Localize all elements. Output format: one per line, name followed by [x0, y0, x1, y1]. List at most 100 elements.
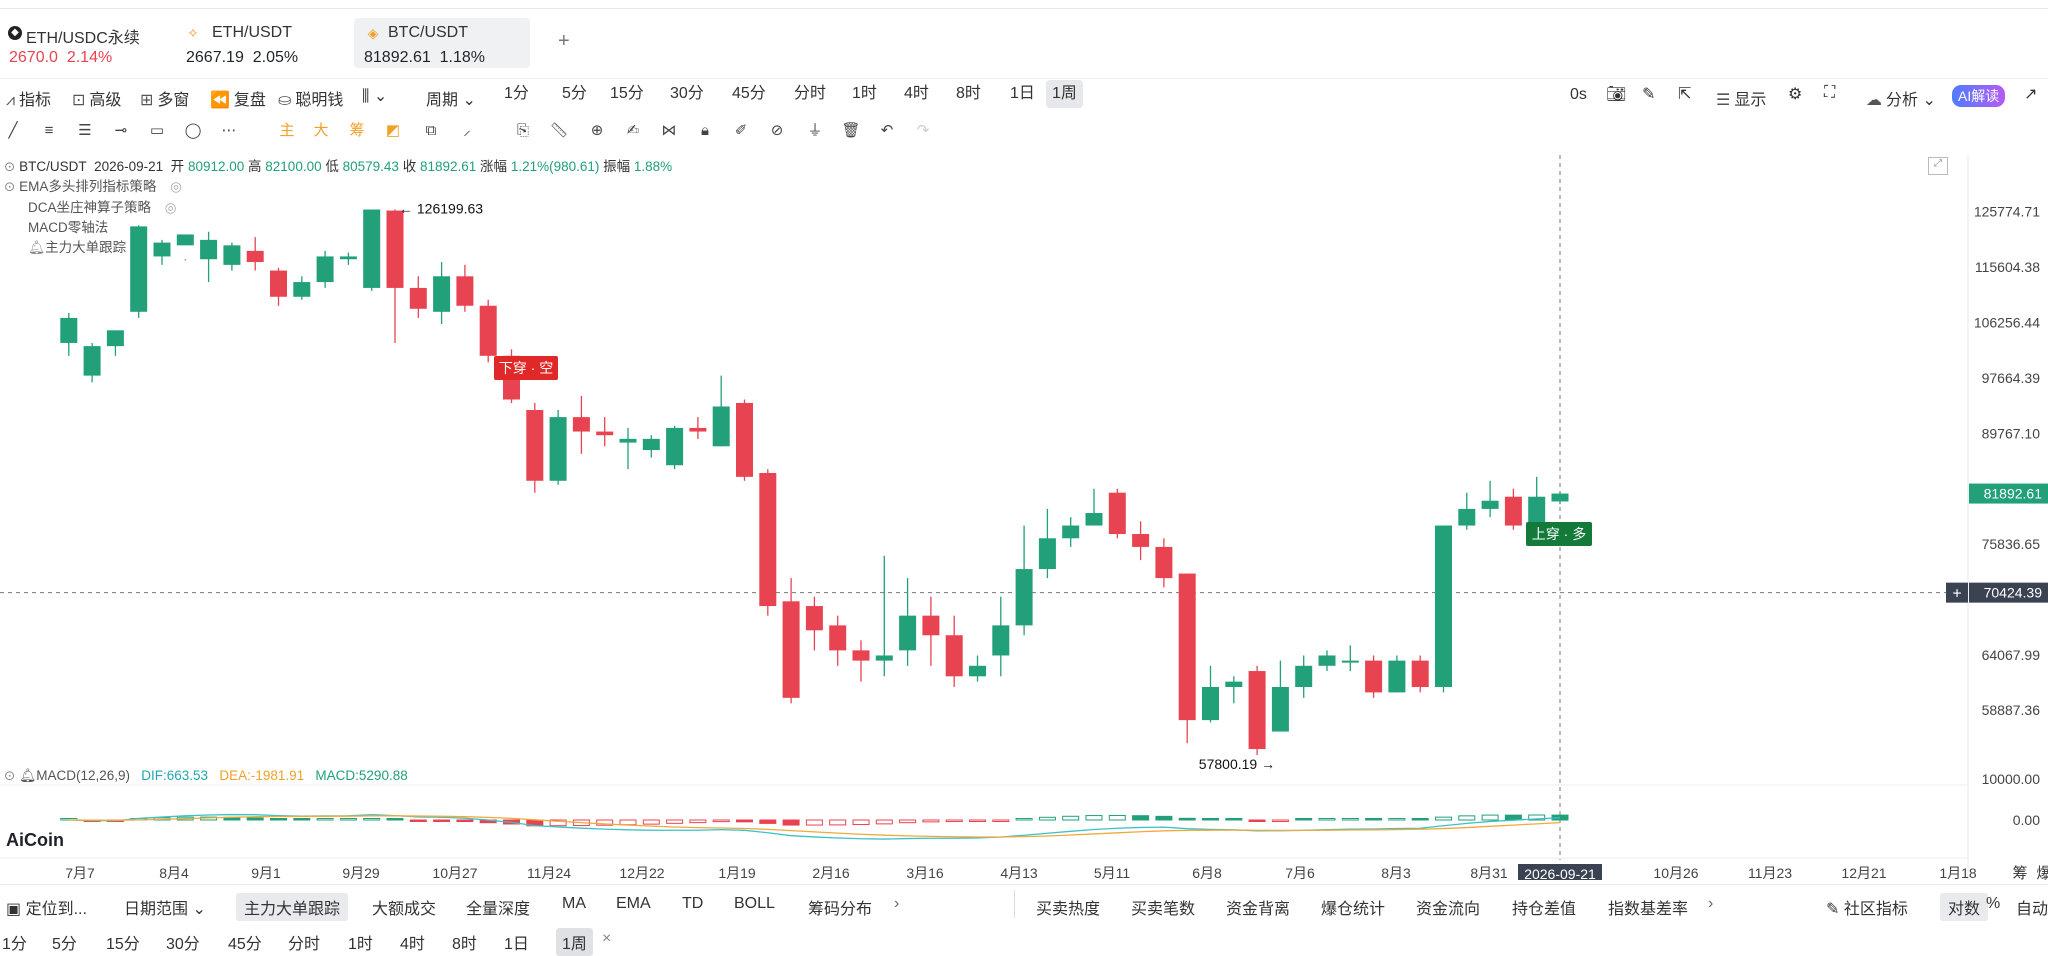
redo-icon[interactable]: ↷	[916, 122, 930, 139]
brush-icon[interactable]: ⸝	[463, 122, 471, 139]
bookmark-copy-icon[interactable]: ⎘	[516, 122, 529, 139]
data-tab-6[interactable]: 指数基差率	[1608, 901, 1689, 918]
multi-window-button[interactable]: ⊞ 多窗	[140, 92, 190, 109]
zoom-in-icon[interactable]: ⊕	[590, 122, 604, 139]
horizontal-lines-icon[interactable]: ☰	[78, 122, 92, 139]
gear-icon[interactable]: ⚙	[1788, 86, 1803, 103]
log-scale-toggle[interactable]: 对数	[1940, 893, 1989, 921]
close-icon[interactable]: ×	[602, 930, 612, 947]
indicator-tab-2[interactable]: 全量深度	[466, 901, 531, 918]
chevron-right-icon[interactable]: ›	[894, 895, 900, 912]
rectangle-icon[interactable]: ▭	[149, 122, 165, 139]
replay-button[interactable]: ⏪ 复盘	[210, 92, 266, 109]
bottom-period-2[interactable]: 15分	[106, 936, 140, 953]
copy-icon[interactable]: ⧉	[425, 122, 437, 139]
crosshair-plus-button[interactable]	[1946, 582, 1968, 603]
date-range-dropdown[interactable]: 日期范围 ⌄	[124, 901, 206, 918]
strategy-dca[interactable]: DCA坐庄神算子策略 ◎	[28, 200, 177, 215]
main-force-tool[interactable]: 主	[279, 122, 295, 139]
period-7[interactable]: 4时	[904, 85, 929, 102]
liquidation-toggle[interactable]: 爆	[2036, 865, 2048, 880]
box-select-icon[interactable]: ◩	[385, 122, 401, 139]
collapse-icon[interactable]: ⊙	[4, 179, 16, 194]
edit-icon[interactable]: ✐	[734, 122, 748, 139]
eye-off-icon[interactable]: ◎	[164, 200, 177, 215]
data-tab-2[interactable]: 资金背离	[1226, 901, 1291, 918]
period-6[interactable]: 1时	[852, 85, 877, 102]
data-tab-4[interactable]: 资金流向	[1416, 901, 1481, 918]
bottom-period-5[interactable]: 分时	[288, 936, 321, 953]
undo-icon[interactable]: ↶	[880, 122, 894, 139]
indicator-tab-1[interactable]: 大额成交	[372, 901, 437, 918]
bottom-period-0[interactable]: 1分	[2, 936, 27, 953]
price-chart[interactable]: 125774.71 115604.38 106256.44 97664.39 89767…	[0, 155, 2048, 880]
chart-type-dropdown[interactable]: ⫼ ⌄	[362, 86, 387, 106]
bottom-period-7[interactable]: 4时	[400, 936, 425, 953]
period-3[interactable]: 30分	[670, 85, 704, 102]
auto-scale-toggle[interactable]: 自动	[2016, 901, 2048, 918]
chip-tool[interactable]: 筹	[349, 122, 365, 139]
bottom-period-10[interactable]: 1周	[556, 928, 593, 956]
share-icon[interactable]: ↗	[2024, 86, 2038, 103]
period-0[interactable]: 1分	[504, 85, 529, 102]
indicators-button[interactable]: ⩘ 指标	[6, 92, 52, 109]
trash-icon[interactable]: 🗑︎	[841, 122, 861, 139]
parallel-lines-icon[interactable]: ≡	[44, 122, 54, 139]
ai-interpret-button[interactable]: AI解读	[1952, 85, 2006, 107]
period-5[interactable]: 分时	[794, 85, 827, 102]
period-1[interactable]: 5分	[562, 85, 587, 102]
strategy-ema[interactable]: ⊙ EMA多头排列指标策略 ◎	[4, 179, 182, 194]
locate-button[interactable]: ▣ 定位到...	[6, 901, 87, 918]
camera-icon[interactable]: 📷︎	[1606, 86, 1627, 103]
period-10[interactable]: 1周	[1046, 80, 1083, 108]
period-9[interactable]: 1日	[1010, 85, 1035, 102]
collapse-icon[interactable]: ⊙	[4, 159, 16, 174]
bottom-period-3[interactable]: 30分	[166, 936, 200, 953]
period-2[interactable]: 15分	[610, 85, 644, 102]
add-tab-button[interactable]: +	[558, 30, 570, 52]
period-4[interactable]: 45分	[732, 85, 766, 102]
bottom-period-6[interactable]: 1时	[348, 936, 373, 953]
lock-icon[interactable]: 🔒︎	[701, 122, 709, 139]
bottom-period-4[interactable]: 45分	[228, 936, 262, 953]
eye-off-icon[interactable]: ◎	[170, 179, 182, 194]
percent-scale-toggle[interactable]: %	[1986, 895, 2001, 912]
trend-line-icon[interactable]: ╱	[8, 122, 18, 139]
period-8[interactable]: 8时	[956, 85, 981, 102]
bottom-period-9[interactable]: 1日	[504, 936, 529, 953]
paint-icon[interactable]: ✍	[626, 122, 640, 139]
data-tab-5[interactable]: 持仓差值	[1512, 901, 1577, 918]
strategy-macd[interactable]: MACD零轴法	[28, 220, 109, 235]
data-tab-1[interactable]: 买卖笔数	[1131, 901, 1196, 918]
fullscreen-icon[interactable]: ⛶	[1824, 84, 1836, 101]
indicator-tab-5[interactable]: TD	[682, 895, 704, 912]
ticker-tab-btc-usdt[interactable]: ◈ BTC/USDT 81892.61 1.18%	[354, 18, 530, 68]
data-tab-3[interactable]: 爆仓统计	[1321, 901, 1386, 918]
bottom-period-1[interactable]: 5分	[52, 936, 77, 953]
chevron-right-icon[interactable]: ›	[1708, 895, 1714, 912]
filter-icon[interactable]: ⏚	[807, 122, 823, 139]
pencil-icon[interactable]: ✎	[1642, 86, 1656, 103]
chip-distribution-toggle[interactable]: 筹	[2012, 865, 2027, 880]
large-order-tool[interactable]: 大	[313, 122, 329, 139]
analysis-dropdown[interactable]: ☁ 分析 ⌄	[1866, 92, 1936, 109]
smart-money-button[interactable]: ⛀ 聪明钱	[278, 92, 344, 109]
indicator-tab-7[interactable]: 筹码分布	[808, 901, 873, 918]
community-indicator-button[interactable]: ✎ 社区指标	[1826, 901, 1908, 918]
ellipse-icon[interactable]: ◯	[184, 122, 202, 139]
magnet-icon[interactable]: ⋈	[661, 122, 677, 139]
ticker-tab-eth-usdt[interactable]: ✧ ETH/USDT 2667.19 2.05%	[178, 18, 348, 68]
display-button[interactable]: ☰ 显示	[1716, 92, 1767, 109]
ruler-icon[interactable]: 📏︎	[549, 122, 569, 139]
advanced-button[interactable]: ⊡ 高级	[72, 92, 122, 109]
hide-icon[interactable]: ⊘	[770, 122, 784, 139]
more-icon[interactable]: ⋯	[221, 122, 237, 139]
indicator-tab-0[interactable]: 主力大单跟踪	[236, 893, 349, 921]
period-dropdown[interactable]: 周期 ⌄	[426, 92, 476, 109]
maximize-icon[interactable]: ⤢	[1928, 157, 1948, 175]
collapse-icon[interactable]: ⊙	[4, 768, 16, 783]
bottom-period-8[interactable]: 8时	[452, 936, 477, 953]
export-icon[interactable]: ⇱	[1678, 86, 1692, 103]
data-tab-0[interactable]: 买卖热度	[1036, 901, 1101, 918]
indicator-tab-4[interactable]: EMA	[616, 895, 651, 912]
